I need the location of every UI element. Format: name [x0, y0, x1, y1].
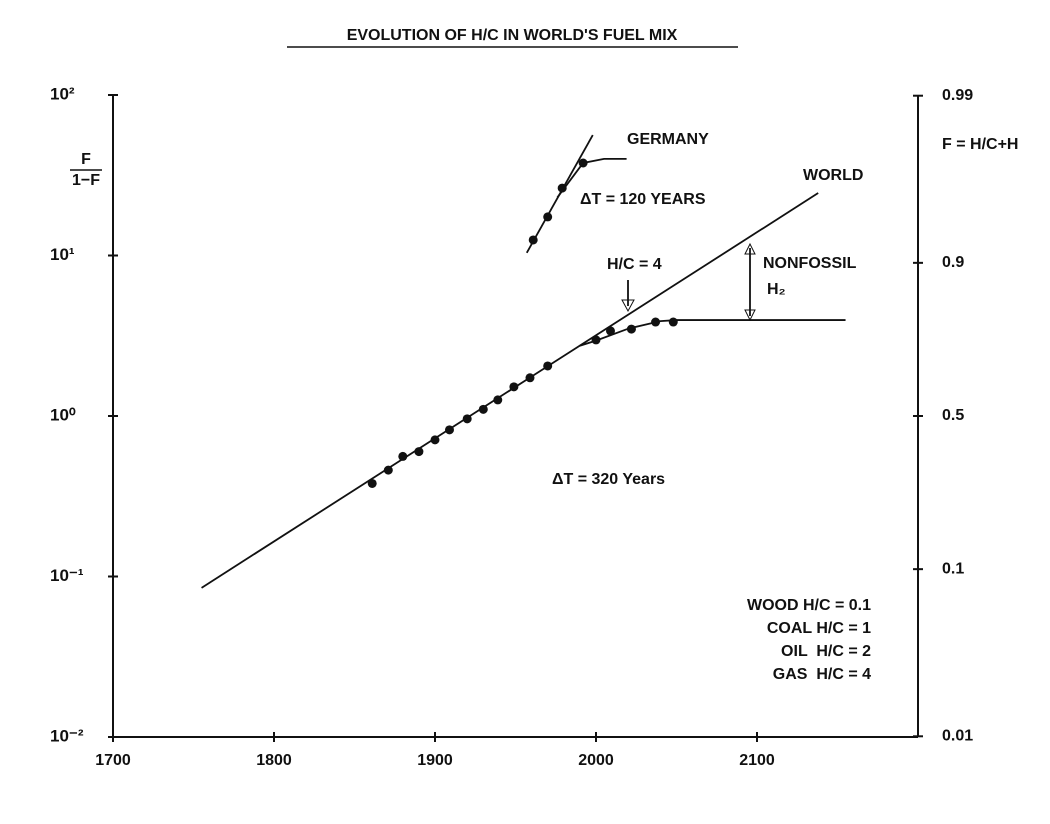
arrowhead: [621, 299, 635, 313]
note: OIL H/C = 2: [781, 643, 871, 660]
annotation: H₂: [767, 281, 786, 298]
arrowhead: [744, 309, 756, 322]
data-point: [414, 447, 424, 457]
data-point: [525, 373, 535, 383]
y-tick-label: 10⁻¹: [50, 566, 84, 585]
y-label-numerator: F: [81, 151, 91, 168]
data-point: [626, 324, 636, 334]
series-label: WORLD: [803, 167, 863, 184]
chart-title: EVOLUTION OF H/C IN WORLD'S FUEL MIX: [347, 27, 678, 44]
data-point: [591, 335, 601, 345]
data-point: [444, 425, 454, 435]
series-label: GERMANY: [627, 131, 709, 148]
data-point: [478, 404, 488, 414]
note: GAS H/C = 4: [773, 666, 871, 683]
fit-curve: [579, 319, 846, 347]
data-point: [367, 478, 377, 488]
y2-label: F = H/C+H: [942, 136, 1018, 153]
y-tick-label: 10²: [50, 84, 75, 103]
x-tick-label: 2100: [739, 752, 775, 769]
y-tick-label: 10¹: [50, 245, 75, 264]
data-point: [528, 235, 538, 245]
data-point: [493, 395, 503, 405]
y2-tick-label: 0.9: [942, 254, 964, 271]
fit-curve: [556, 157, 627, 198]
data-point: [651, 317, 661, 327]
data-point: [398, 451, 408, 461]
annotation: H/C = 4: [607, 256, 662, 273]
note: WOOD H/C = 0.1: [747, 597, 871, 614]
y2-tick-label: 0.99: [942, 87, 973, 104]
data-point: [383, 465, 393, 475]
annotation: ΔT = 120 YEARS: [580, 191, 706, 208]
arrowhead: [744, 242, 756, 255]
data-point: [557, 183, 567, 193]
data-point: [578, 158, 588, 168]
y2-tick-label: 0.5: [942, 407, 964, 424]
y-tick-label: 10⁻²: [50, 726, 84, 745]
x-tick-label: 1800: [256, 752, 292, 769]
data-point: [509, 382, 519, 392]
data-point: [605, 326, 615, 336]
y2-tick-label: 0.1: [942, 560, 964, 577]
data-point: [543, 361, 553, 371]
x-tick-label: 1900: [417, 752, 453, 769]
data-point: [462, 414, 472, 424]
x-tick-label: 1700: [95, 752, 131, 769]
y2-tick-label: 0.01: [942, 728, 973, 745]
data-point: [430, 435, 440, 445]
y-tick-label: 10⁰: [50, 405, 76, 424]
y-label-denominator: 1−F: [72, 172, 100, 189]
annotation: NONFOSSIL: [763, 255, 857, 272]
data-point: [668, 317, 678, 327]
x-tick-label: 2000: [578, 752, 614, 769]
trend-line: [201, 192, 819, 589]
data-point: [543, 212, 553, 222]
note: COAL H/C = 1: [767, 620, 871, 637]
annotation: ΔT = 320 Years: [552, 471, 665, 488]
